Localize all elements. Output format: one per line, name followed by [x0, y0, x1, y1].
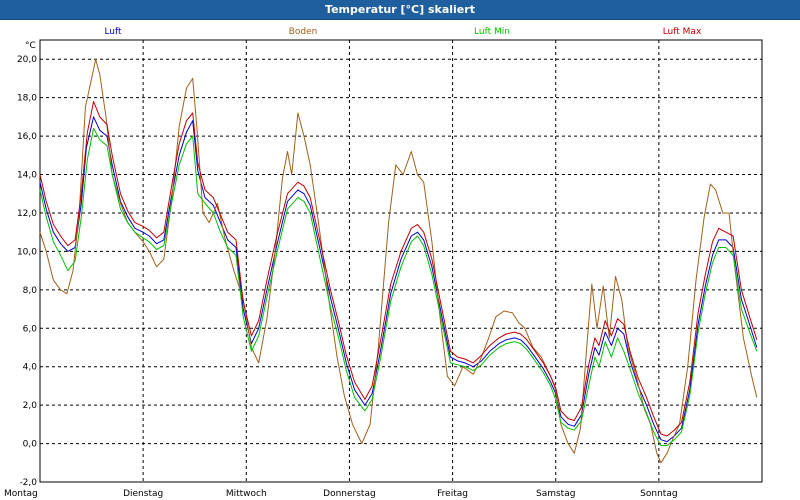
x-axis-ticks: Montag08.04.19Dienstag09.04.19Mittwoch10… — [4, 489, 678, 499]
series-lines — [39, 58, 758, 464]
y-tick-label: 2,0 — [23, 401, 38, 411]
legend-entry: Boden — [289, 27, 318, 37]
x-tick-day: Sonntag — [640, 489, 677, 499]
y-tick-label: 6,0 — [23, 324, 38, 334]
temperature-chart: Luft Boden Luft Min Luft Max °C 20,0 18,0 16,… — [4, 27, 763, 499]
legend-entry: Luft — [104, 27, 122, 37]
x-tick-day: Montag — [4, 489, 38, 499]
plot-area — [39, 39, 763, 483]
y-tick-label: 10,0 — [17, 247, 37, 257]
grid — [40, 40, 762, 482]
y-tick-label: 16,0 — [17, 132, 37, 142]
y-tick-label: 20,0 — [17, 55, 37, 65]
y-tick-label: -2,0 — [19, 478, 37, 488]
y-tick-label: 8,0 — [23, 286, 38, 296]
y-axis-ticks: 20,0 18,0 16,0 14,0 12,0 10,0 8,0 6,0 4,0 2,0 0,0 -… — [17, 55, 37, 488]
legend-entry: Luft Min — [474, 27, 510, 37]
y-tick-label: 18,0 — [17, 94, 37, 104]
y-tick-label: 0,0 — [23, 440, 38, 450]
y-tick-label: 14,0 — [17, 171, 37, 181]
title-bar: Temperatur [°C] skaliert — [0, 0, 800, 20]
y-axis-unit: °C — [25, 41, 36, 51]
x-tick-day: Mittwoch — [226, 489, 267, 499]
chart-title: Temperatur [°C] skaliert — [325, 3, 475, 16]
x-tick-day: Samstag — [536, 489, 575, 499]
y-tick-label: 4,0 — [23, 363, 38, 373]
series-line — [39, 101, 758, 437]
legend: Luft Boden Luft Min Luft Max — [104, 27, 702, 37]
x-tick-day: Donnerstag — [323, 489, 376, 499]
x-tick-day: Freitag — [437, 489, 468, 499]
y-tick-label: 12,0 — [17, 209, 37, 219]
x-tick-day: Dienstag — [123, 489, 163, 499]
legend-entry: Luft Max — [663, 27, 702, 37]
series-line — [39, 127, 758, 446]
